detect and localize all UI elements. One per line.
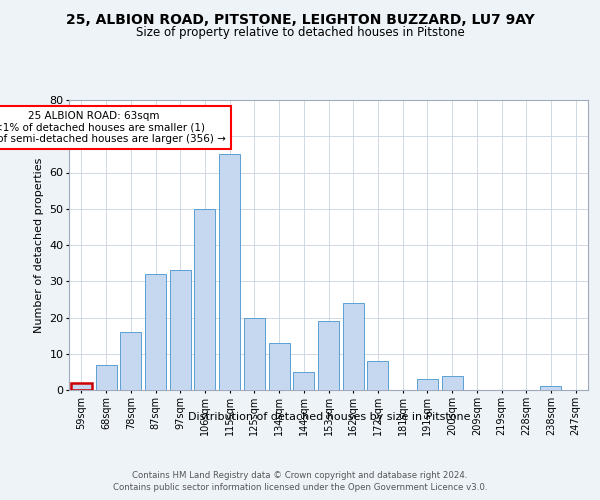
- Text: Size of property relative to detached houses in Pitstone: Size of property relative to detached ho…: [136, 26, 464, 39]
- Bar: [244, 318, 265, 390]
- Bar: [145, 274, 166, 390]
- Bar: [318, 321, 339, 390]
- Bar: [170, 270, 191, 390]
- Text: Distribution of detached houses by size in Pitstone: Distribution of detached houses by size …: [188, 412, 470, 422]
- Bar: [367, 361, 388, 390]
- Bar: [269, 343, 290, 390]
- Bar: [293, 372, 314, 390]
- Bar: [71, 383, 92, 390]
- Bar: [541, 386, 562, 390]
- Y-axis label: Number of detached properties: Number of detached properties: [34, 158, 44, 332]
- Bar: [219, 154, 240, 390]
- Bar: [95, 364, 116, 390]
- Text: Contains public sector information licensed under the Open Government Licence v3: Contains public sector information licen…: [113, 484, 487, 492]
- Text: 25 ALBION ROAD: 63sqm
← <1% of detached houses are smaller (1)
>99% of semi-deta: 25 ALBION ROAD: 63sqm ← <1% of detached …: [0, 111, 226, 144]
- Bar: [442, 376, 463, 390]
- Text: 25, ALBION ROAD, PITSTONE, LEIGHTON BUZZARD, LU7 9AY: 25, ALBION ROAD, PITSTONE, LEIGHTON BUZZ…: [65, 12, 535, 26]
- Bar: [417, 379, 438, 390]
- Text: Contains HM Land Registry data © Crown copyright and database right 2024.: Contains HM Land Registry data © Crown c…: [132, 471, 468, 480]
- Bar: [120, 332, 141, 390]
- Bar: [194, 209, 215, 390]
- Bar: [343, 303, 364, 390]
